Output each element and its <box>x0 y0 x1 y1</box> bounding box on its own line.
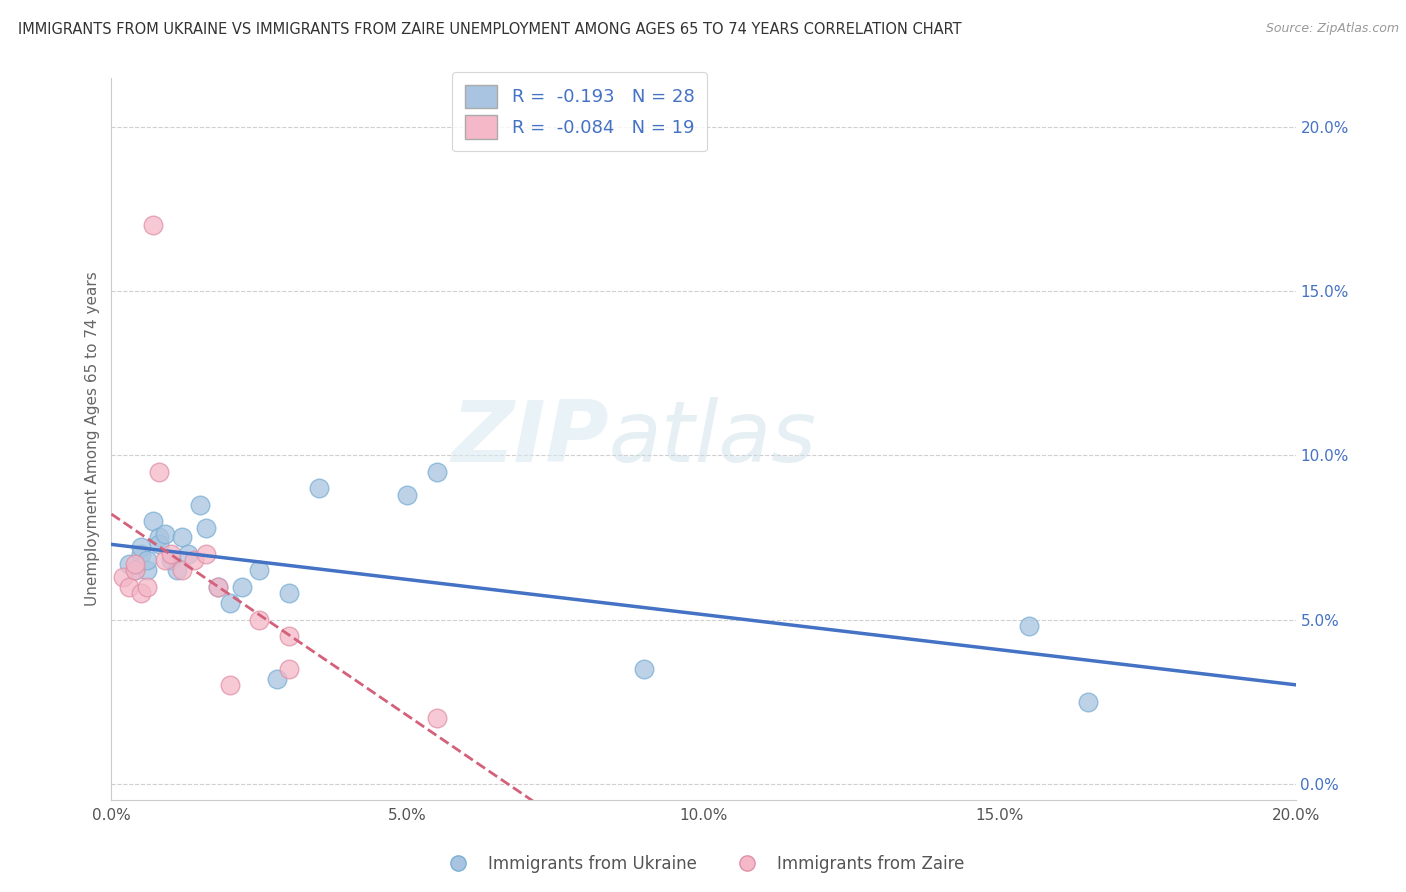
Point <box>183 553 205 567</box>
Point <box>136 553 159 567</box>
Point <box>278 586 301 600</box>
Text: atlas: atlas <box>609 398 817 481</box>
Point <box>207 580 229 594</box>
Point <box>112 570 135 584</box>
Point <box>136 563 159 577</box>
Point <box>633 662 655 676</box>
Point <box>142 514 165 528</box>
Point <box>148 465 170 479</box>
Point <box>129 547 152 561</box>
Point <box>195 520 218 534</box>
Point <box>308 481 330 495</box>
Text: IMMIGRANTS FROM UKRAINE VS IMMIGRANTS FROM ZAIRE UNEMPLOYMENT AMONG AGES 65 TO 7: IMMIGRANTS FROM UKRAINE VS IMMIGRANTS FR… <box>18 22 962 37</box>
Point <box>124 557 146 571</box>
Point <box>136 580 159 594</box>
Legend: R =  -0.193   N = 28, R =  -0.084   N = 19: R = -0.193 N = 28, R = -0.084 N = 19 <box>451 72 707 151</box>
Point <box>231 580 253 594</box>
Point <box>207 580 229 594</box>
Point <box>1018 619 1040 633</box>
Point <box>159 547 181 561</box>
Point <box>159 553 181 567</box>
Point <box>396 488 419 502</box>
Point <box>153 527 176 541</box>
Point <box>278 629 301 643</box>
Y-axis label: Unemployment Among Ages 65 to 74 years: Unemployment Among Ages 65 to 74 years <box>86 271 100 607</box>
Text: ZIP: ZIP <box>451 398 609 481</box>
Point <box>172 531 194 545</box>
Point <box>177 547 200 561</box>
Point <box>153 553 176 567</box>
Point <box>195 547 218 561</box>
Point <box>249 563 271 577</box>
Point <box>278 662 301 676</box>
Point <box>142 219 165 233</box>
Point <box>166 563 188 577</box>
Point <box>124 563 146 577</box>
Point <box>218 678 240 692</box>
Point <box>148 537 170 551</box>
Point <box>188 498 211 512</box>
Legend: Immigrants from Ukraine, Immigrants from Zaire: Immigrants from Ukraine, Immigrants from… <box>434 848 972 880</box>
Point <box>426 465 449 479</box>
Point <box>129 586 152 600</box>
Point <box>129 541 152 555</box>
Point <box>218 596 240 610</box>
Point <box>148 531 170 545</box>
Point <box>266 672 288 686</box>
Point <box>426 711 449 725</box>
Point <box>124 563 146 577</box>
Text: Source: ZipAtlas.com: Source: ZipAtlas.com <box>1265 22 1399 36</box>
Point <box>172 563 194 577</box>
Point <box>118 557 141 571</box>
Point <box>1077 695 1099 709</box>
Point <box>118 580 141 594</box>
Point <box>249 613 271 627</box>
